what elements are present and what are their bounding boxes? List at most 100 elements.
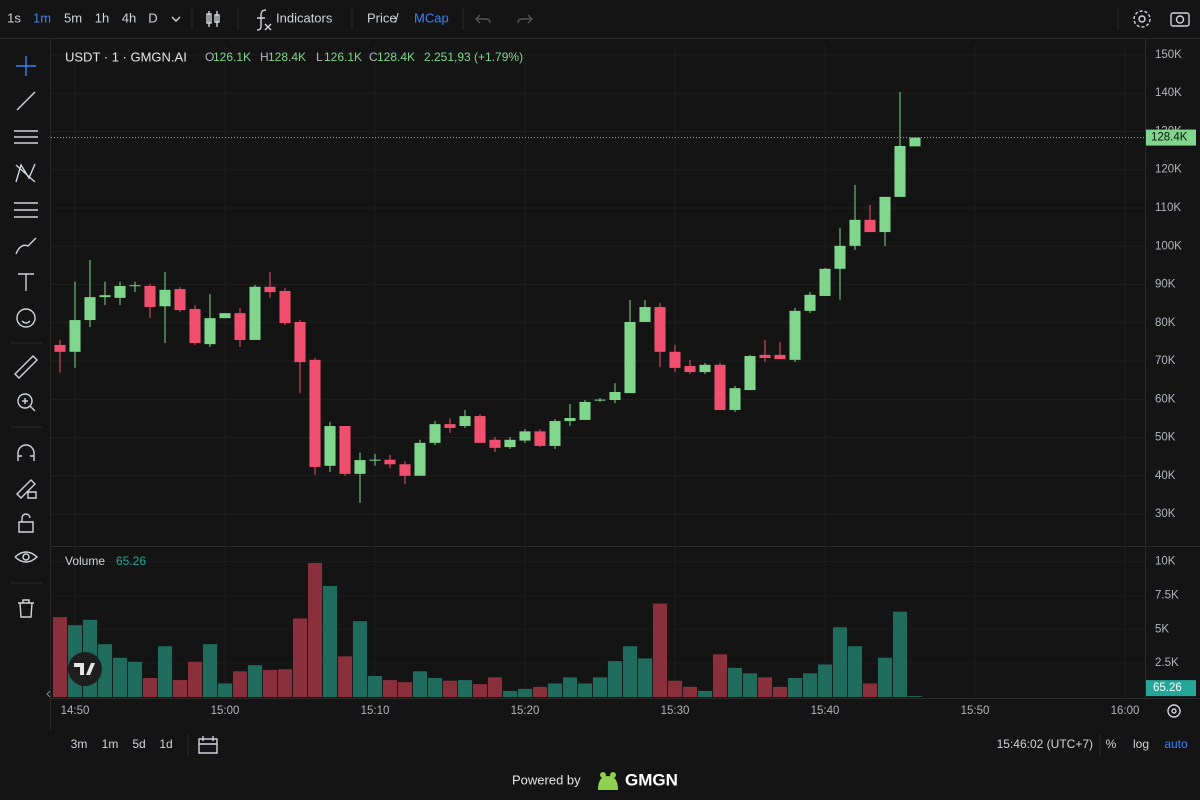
redo-button[interactable] [517,14,533,24]
range-button[interactable]: 5d [132,737,145,751]
axis-settings-center [1171,708,1177,714]
trendline-tool[interactable] [16,91,36,111]
log-toggle[interactable]: log [1133,737,1149,751]
ohlc-label: O [205,50,214,64]
zoom-handle [22,398,36,412]
interval-button[interactable]: 1h [95,10,109,25]
candle-body [909,137,921,147]
change: 2.251,93 (+1.79%) [424,50,523,64]
last-price-label: 128.4K [1151,132,1188,144]
interval-button[interactable]: D [148,10,157,25]
candle-body [99,295,111,298]
candle-type-button[interactable] [206,11,220,27]
delete-tool[interactable] [18,599,34,618]
magnet-tool[interactable] [17,444,35,461]
candle-body [789,310,801,360]
volume-bar [172,680,188,697]
volume-bar [262,669,278,697]
camera-body [1170,12,1190,27]
interval-button[interactable]: 1s [7,10,21,25]
range-button[interactable]: 1d [159,737,172,751]
candle-body [234,313,246,340]
visibility-tool[interactable] [14,551,39,563]
candle-body [489,439,501,448]
candle-body [684,365,696,373]
lock-tool[interactable] [18,513,34,533]
marks [51,92,1145,697]
logo-shape [74,663,95,675]
volume-bar [127,661,143,697]
ohlc-label: C [369,50,378,64]
lock-drawing-tool[interactable] [16,479,37,499]
axis-settings-button[interactable] [1167,704,1181,718]
volume-bar [517,688,533,697]
candle-body [264,286,276,293]
candle-body [669,351,681,368]
volume-bar [142,678,158,697]
brush-tool[interactable] [15,237,37,255]
indicators-button[interactable]: Indicators [256,9,333,31]
volume-bar [862,683,878,697]
volume-bar [652,603,668,697]
x-tick-label: 15:10 [361,705,390,717]
interval-button[interactable]: 1m [33,10,51,25]
volume-bar [337,656,353,697]
ruler-tool[interactable] [14,355,38,379]
volume-bar [637,658,653,697]
ohlc-value: 128.4K [377,50,415,64]
ohlc-label: H [260,50,269,64]
pattern-tool[interactable] [15,163,36,183]
candle-body [654,307,666,352]
volume-bar [772,686,788,697]
candle-body [609,391,621,401]
gmgn-logo [598,772,618,790]
percent-toggle[interactable]: % [1106,737,1117,751]
interval-button[interactable]: 4h [122,10,136,25]
date-range-button[interactable] [198,736,218,754]
projection-tool[interactable] [14,202,38,218]
settings-button[interactable] [1133,10,1151,28]
interval-button[interactable]: 5m [64,10,82,25]
price-toggle[interactable]: Price [367,10,397,25]
volume-bar [352,621,368,697]
emoji-tool[interactable] [16,308,36,328]
volume-bar [367,676,383,697]
volume-bar [547,683,563,697]
chevron[interactable] [171,16,181,22]
y-tick-label: 70K [1155,355,1176,367]
logo-eye [600,772,606,778]
powered-by: Powered by [512,772,581,787]
crosshair-tool[interactable] [16,56,36,76]
range-button[interactable]: 3m [71,737,88,751]
candle-body [84,297,96,321]
logo-body [598,776,618,790]
y-tick-label: 60K [1155,393,1176,405]
screenshot-button[interactable] [1170,12,1190,27]
volume-bar [847,646,863,697]
ohlc-value: 128.4K [268,50,306,64]
text-tool[interactable] [18,273,34,291]
symbol-title: USDT · 1 · GMGN.AI [65,49,187,64]
zoom-tool[interactable] [17,393,36,412]
x-tick-label: 16:00 [1111,705,1140,717]
candle-body [474,416,486,443]
candle-body [384,459,396,465]
y-tick-label: 80K [1155,317,1176,329]
candle-body [594,399,606,401]
volume-bar [682,686,698,697]
range-button[interactable]: 1m [102,737,119,751]
undo-button[interactable] [475,14,491,24]
ohlc-label: L [316,50,323,64]
scroll-left[interactable] [46,690,51,698]
mcap-toggle[interactable]: MCap [414,10,449,25]
auto-toggle[interactable]: auto [1164,737,1188,751]
candle-body [339,426,351,474]
fib-tool[interactable] [14,130,38,144]
candle-body [714,364,726,410]
candle-body [459,416,471,427]
candle-body [744,356,756,391]
y-tick-label: 40K [1155,470,1176,482]
volume-bar [817,664,833,697]
y-tick-label: 50K [1155,432,1176,444]
